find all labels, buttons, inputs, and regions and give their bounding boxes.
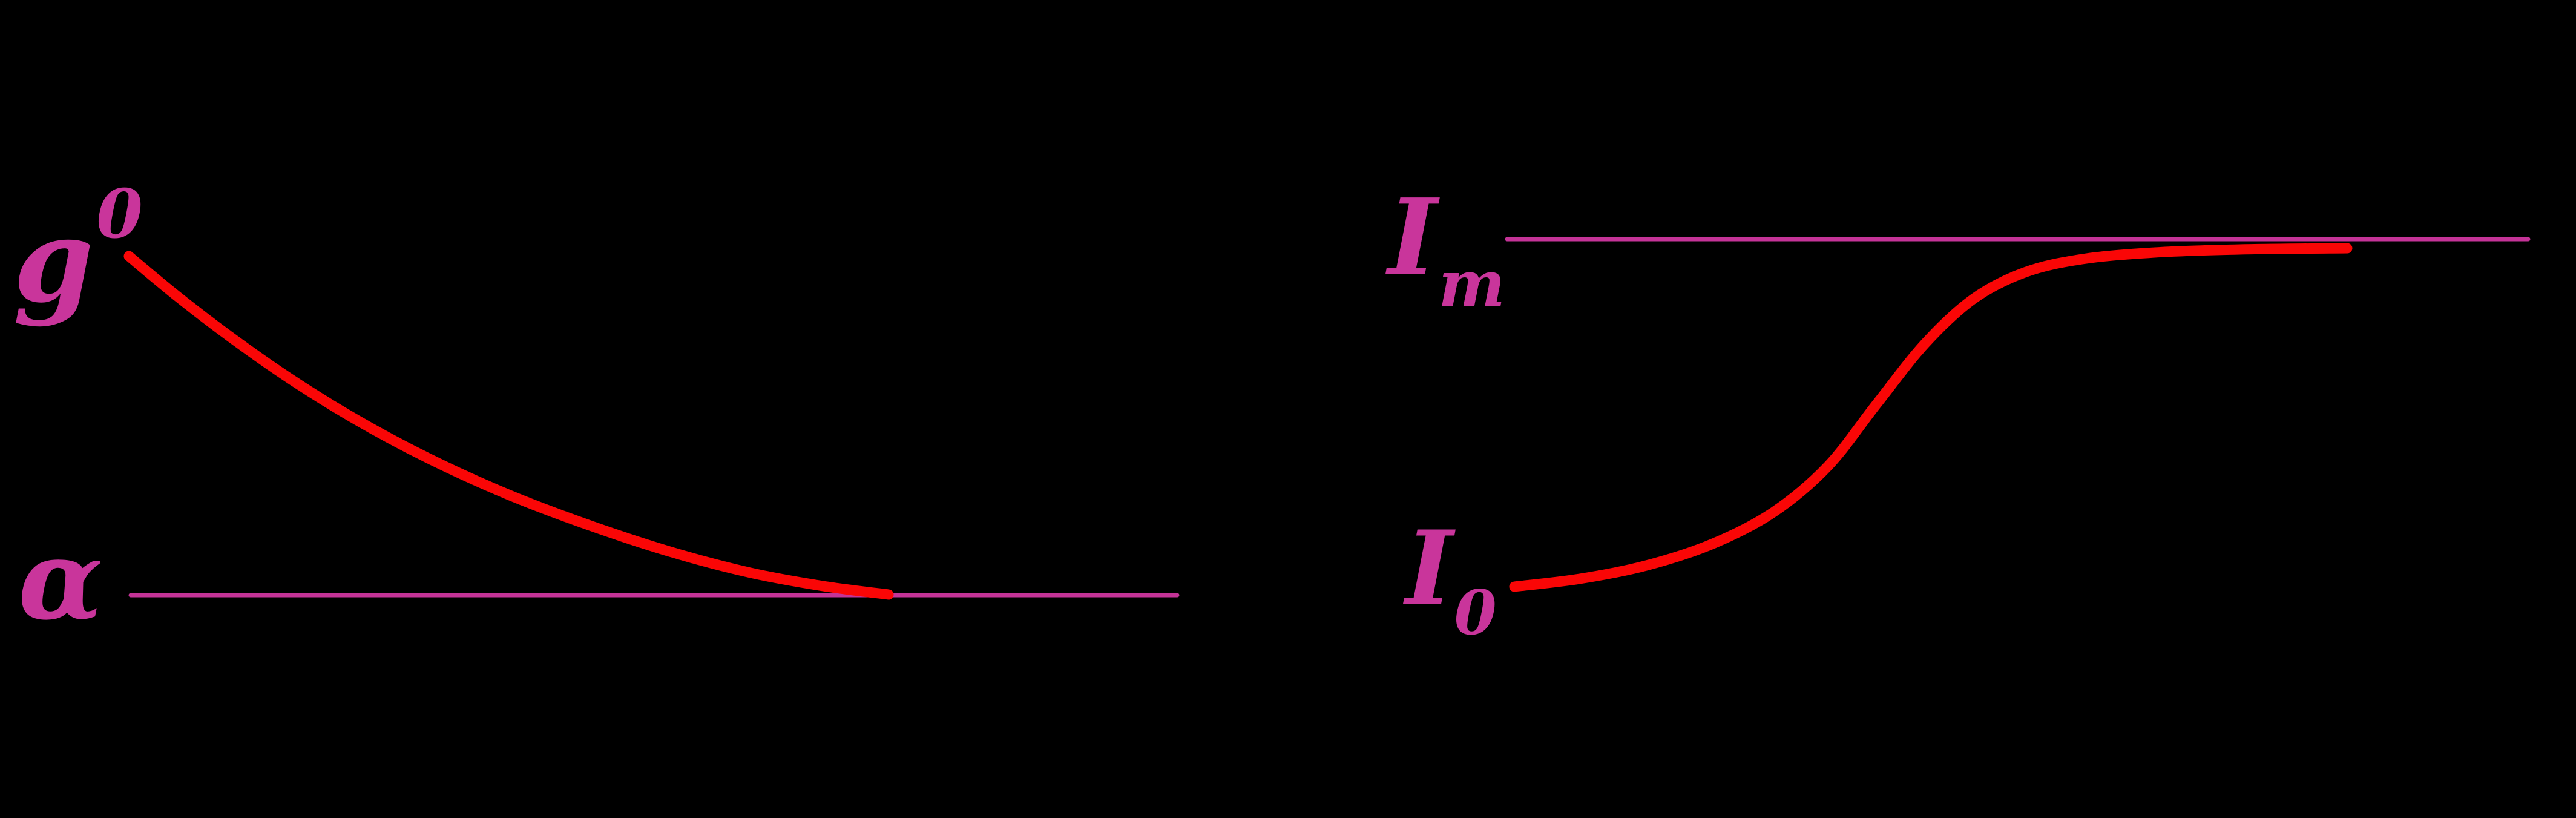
g0-label-base: g <box>13 193 94 328</box>
alpha-label-base: α <box>18 515 104 644</box>
im-asymptote-label: Im <box>1388 185 1505 315</box>
g0-start-level-label: g0 <box>13 181 143 318</box>
im-label-base: I <box>1388 176 1438 300</box>
im-label-subscript: m <box>1438 246 1505 322</box>
alpha-asymptote-label: α <box>18 524 103 635</box>
conductance-decay-curve <box>123 251 894 600</box>
i0-label-subscript: 0 <box>1454 576 1497 649</box>
g0-label-superscript: 0 <box>96 175 143 254</box>
i0-label-base: I <box>1405 508 1453 628</box>
i0-start-level-label: I0 <box>1405 517 1497 643</box>
current-sigmoid-rise-curve <box>1509 243 2353 592</box>
